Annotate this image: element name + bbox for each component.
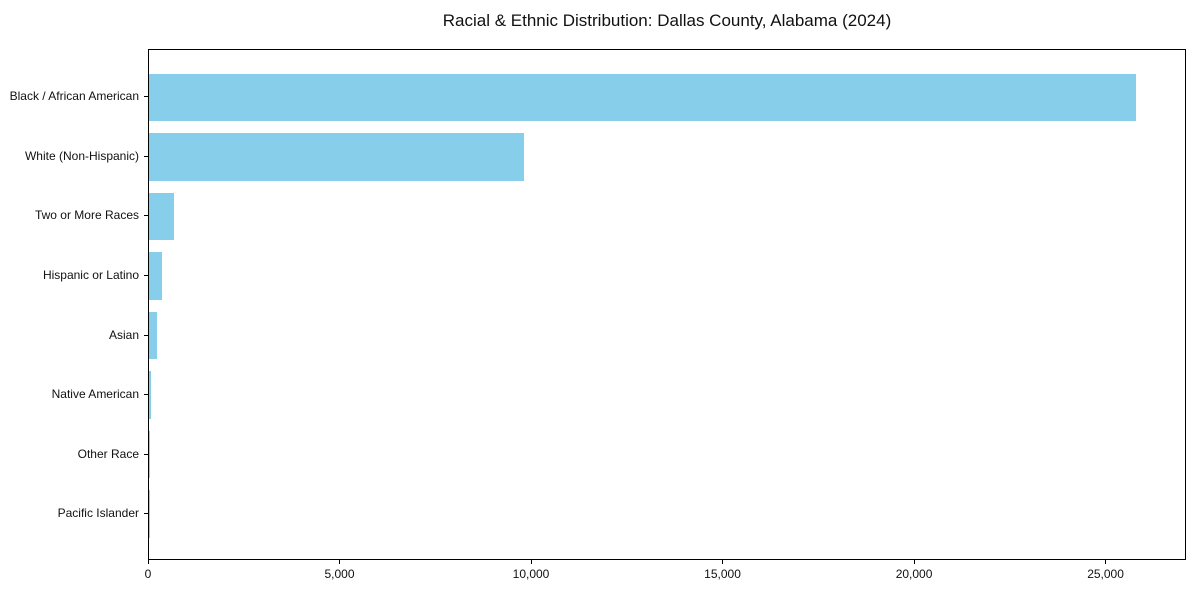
plot-area [148, 49, 1186, 560]
bar [149, 311, 158, 360]
y-tick-mark [144, 394, 148, 396]
y-tick-label: Two or More Races [34, 208, 139, 223]
y-tick-label: Pacific Islander [57, 506, 139, 521]
y-tick-label: White (Non-Hispanic) [24, 148, 139, 163]
bar [149, 371, 151, 419]
x-tick-mark [1105, 560, 1107, 564]
x-tick-mark [530, 560, 532, 564]
y-tick-mark [144, 513, 148, 515]
x-tick-mark [722, 560, 724, 564]
y-tick-mark [144, 274, 148, 276]
y-tick-label: Other Race [77, 446, 139, 461]
y-tick-mark [144, 453, 148, 455]
bar [149, 430, 150, 479]
bar [149, 192, 174, 241]
x-tick-mark [913, 560, 915, 564]
x-tick-mark [339, 560, 340, 564]
y-tick-mark [144, 96, 148, 98]
bar [149, 73, 1137, 122]
bar [149, 252, 163, 300]
y-tick-label: Asian [108, 327, 139, 342]
y-tick-mark [144, 334, 148, 336]
x-tick-label: 0 [144, 567, 152, 581]
y-tick-mark [144, 215, 148, 217]
x-tick-label: 20,000 [895, 567, 933, 581]
y-tick-mark [144, 155, 148, 157]
x-tick-label: 25,000 [1087, 567, 1124, 581]
x-tick-mark [147, 560, 149, 564]
y-tick-label: Black / African American [9, 89, 139, 104]
bar [149, 133, 524, 181]
chart-title: Racial & Ethnic Distribution: Dallas Cou… [442, 11, 892, 30]
x-tick-label: 10,000 [512, 567, 550, 581]
y-tick-label: Native American [51, 387, 139, 402]
x-tick-label: 5,000 [324, 567, 355, 581]
x-tick-label: 15,000 [704, 567, 741, 581]
y-tick-label: Hispanic or Latino [42, 267, 139, 282]
